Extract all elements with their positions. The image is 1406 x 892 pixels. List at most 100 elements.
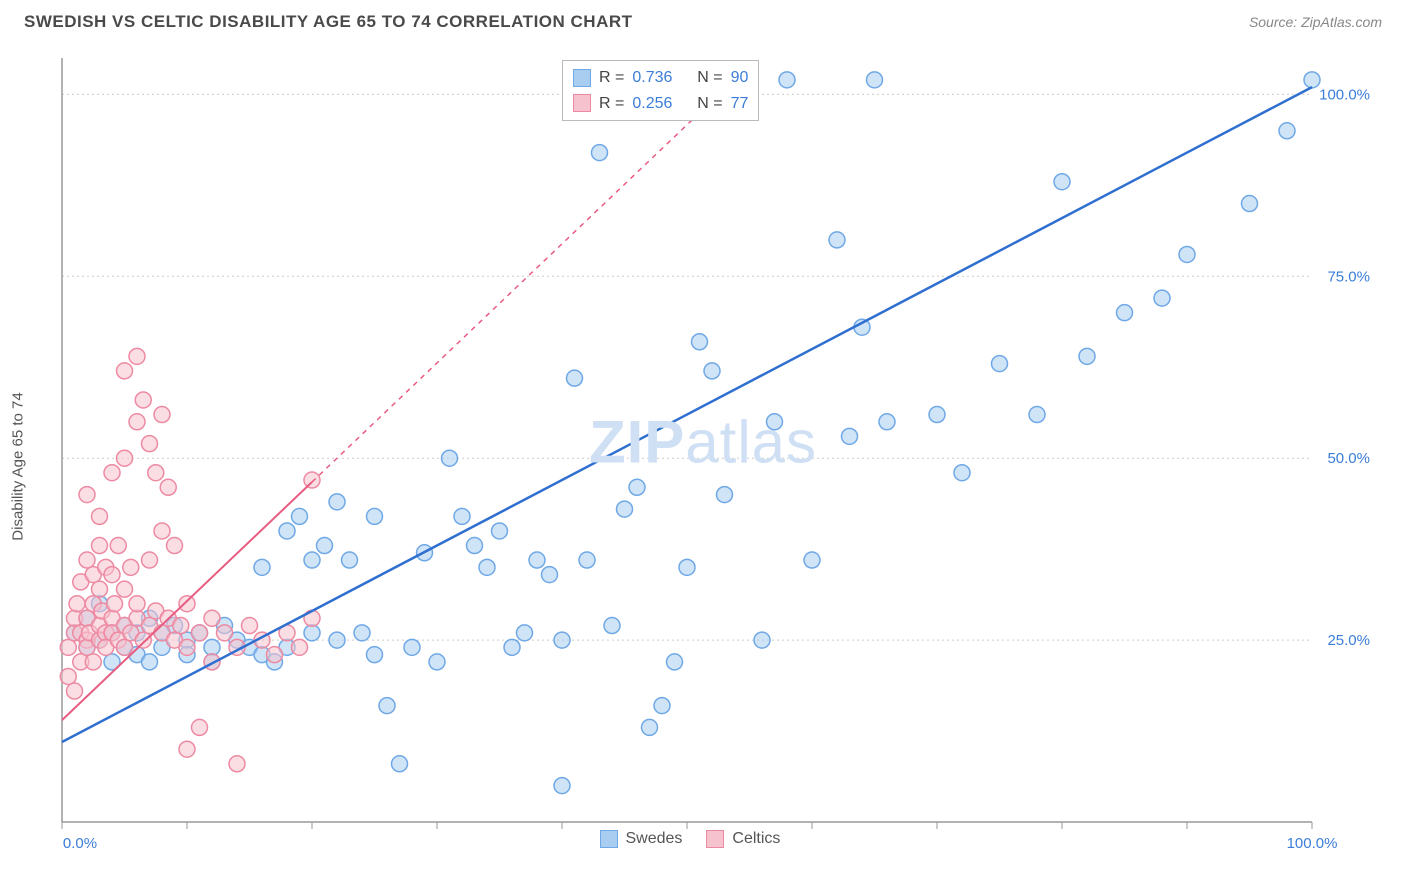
- scatter-point: [617, 501, 633, 517]
- scatter-point: [954, 465, 970, 481]
- scatter-point: [992, 356, 1008, 372]
- scatter-point: [129, 596, 145, 612]
- scatter-point: [104, 465, 120, 481]
- scatter-point: [492, 523, 508, 539]
- scatter-point: [367, 647, 383, 663]
- scatter-point: [142, 552, 158, 568]
- scatter-point: [92, 581, 108, 597]
- scatter-point: [354, 625, 370, 641]
- legend-stats-row: R =0.736 N =90: [573, 65, 748, 91]
- scatter-point: [604, 618, 620, 634]
- chart-title: SWEDISH VS CELTIC DISABILITY AGE 65 TO 7…: [24, 12, 633, 32]
- scatter-point: [110, 538, 126, 554]
- scatter-point: [867, 72, 883, 88]
- scatter-point: [554, 778, 570, 794]
- scatter-point: [92, 538, 108, 554]
- scatter-point: [529, 552, 545, 568]
- legend-swatch: [573, 94, 591, 112]
- scatter-point: [129, 414, 145, 430]
- scatter-point: [767, 414, 783, 430]
- y-tick-label: 75.0%: [1327, 268, 1370, 285]
- scatter-point: [229, 756, 245, 772]
- scatter-point: [267, 647, 283, 663]
- scatter-point: [367, 508, 383, 524]
- legend-label: Swedes: [626, 830, 683, 848]
- scatter-point: [1179, 246, 1195, 262]
- scatter-point: [629, 479, 645, 495]
- scatter-point: [842, 428, 858, 444]
- scatter-point: [1242, 196, 1258, 212]
- scatter-point: [135, 392, 151, 408]
- scatter-point: [148, 465, 164, 481]
- scatter-point: [542, 567, 558, 583]
- scatter-point: [642, 719, 658, 735]
- legend-swatch: [600, 830, 618, 848]
- scatter-point: [1304, 72, 1320, 88]
- scatter-point: [167, 538, 183, 554]
- legend-swatch: [573, 69, 591, 87]
- scatter-point: [292, 639, 308, 655]
- r-label: R =: [599, 65, 624, 91]
- r-label: R =: [599, 91, 624, 117]
- scatter-point: [160, 479, 176, 495]
- scatter-point: [1279, 123, 1295, 139]
- scatter-point: [173, 618, 189, 634]
- legend-item: Swedes: [600, 830, 683, 848]
- scatter-point: [135, 632, 151, 648]
- scatter-point: [379, 698, 395, 714]
- scatter-point: [217, 625, 233, 641]
- scatter-point: [517, 625, 533, 641]
- scatter-point: [554, 632, 570, 648]
- scatter-point: [479, 559, 495, 575]
- scatter-point: [92, 508, 108, 524]
- scatter-chart: 25.0% 50.0% 75.0% 100.0% 0.0% 100.0%: [24, 48, 1382, 868]
- scatter-point: [123, 559, 139, 575]
- scatter-point: [179, 741, 195, 757]
- n-label: N =: [697, 91, 722, 117]
- scatter-point: [67, 683, 83, 699]
- trend-line-solid: [62, 87, 1312, 742]
- x-tick-label: 100.0%: [1287, 835, 1338, 852]
- scatter-point: [342, 552, 358, 568]
- scatter-point: [329, 494, 345, 510]
- scatter-point: [654, 698, 670, 714]
- scatter-point: [60, 668, 76, 684]
- scatter-point: [279, 523, 295, 539]
- scatter-point: [117, 639, 133, 655]
- scatter-point: [204, 639, 220, 655]
- y-axis-label: Disability Age 65 to 74: [10, 392, 27, 540]
- scatter-point: [179, 596, 195, 612]
- chart-container: Disability Age 65 to 74 ZIPatlas 25.0%50…: [24, 48, 1382, 868]
- scatter-point: [1029, 407, 1045, 423]
- y-tick-label: 25.0%: [1327, 632, 1370, 649]
- scatter-point: [692, 334, 708, 350]
- scatter-point: [392, 756, 408, 772]
- scatter-point: [704, 363, 720, 379]
- scatter-point: [192, 625, 208, 641]
- scatter-point: [107, 596, 123, 612]
- scatter-point: [829, 232, 845, 248]
- x-tick-label: 0.0%: [63, 835, 97, 852]
- scatter-point: [79, 487, 95, 503]
- scatter-point: [929, 407, 945, 423]
- scatter-point: [717, 487, 733, 503]
- scatter-point: [117, 581, 133, 597]
- legend-swatch: [706, 830, 724, 848]
- n-label: N =: [697, 65, 722, 91]
- scatter-point: [754, 632, 770, 648]
- y-tick-label: 100.0%: [1319, 86, 1370, 103]
- scatter-point: [192, 719, 208, 735]
- scatter-point: [254, 559, 270, 575]
- y-tick-label: 50.0%: [1327, 450, 1370, 467]
- scatter-point: [329, 632, 345, 648]
- scatter-point: [1117, 305, 1133, 321]
- scatter-point: [1079, 348, 1095, 364]
- scatter-point: [317, 538, 333, 554]
- scatter-point: [104, 567, 120, 583]
- scatter-point: [1154, 290, 1170, 306]
- scatter-point: [154, 523, 170, 539]
- scatter-point: [567, 370, 583, 386]
- scatter-point: [204, 610, 220, 626]
- scatter-point: [154, 407, 170, 423]
- scatter-point: [79, 552, 95, 568]
